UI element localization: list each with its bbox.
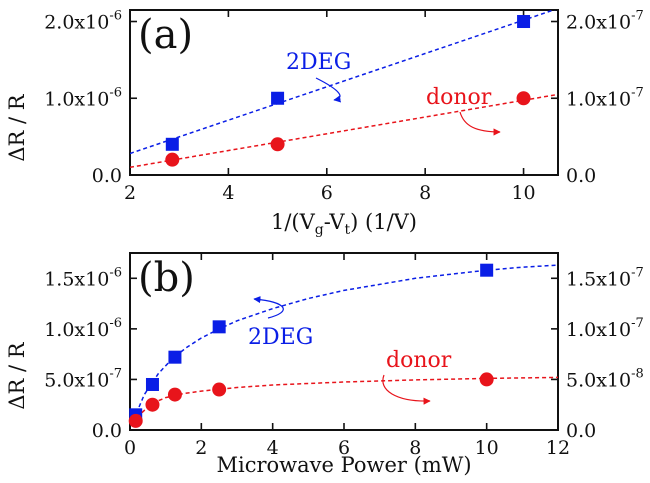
panel-label: (b) (138, 255, 195, 301)
series-arrow-donor (459, 111, 501, 136)
tick-mantissa: 0.0 (566, 165, 596, 187)
tick-mantissa: 5.0x10 (566, 369, 631, 391)
tick-mantissa: 0.0 (566, 420, 596, 442)
x-tick-label: 8 (419, 182, 431, 204)
data-point-donor (516, 91, 531, 106)
right-tick-label: 0.0 (566, 420, 596, 442)
tick-mantissa: 1.0x10 (566, 319, 631, 341)
panel-label: (a) (138, 12, 193, 58)
x-axis-label: Microwave Power (mW) (216, 453, 471, 477)
x-label-sub: g (315, 222, 324, 238)
data-point-2deg (212, 320, 226, 334)
tick-exponent: -7 (109, 366, 122, 381)
tick-exponent: -7 (631, 265, 644, 280)
left-tick-label: 0.0 (92, 420, 122, 442)
x-tick-label: 2 (124, 182, 136, 204)
right-tick-label: 2.0x10-7 (566, 9, 644, 34)
data-point-2deg (517, 15, 531, 29)
x-tick-label: 0 (124, 437, 136, 459)
tick-exponent: -8 (631, 366, 644, 381)
x-label-part: 1/(V (271, 210, 316, 234)
tick-mantissa: 2.0x10 (566, 12, 631, 34)
tick-exponent: -7 (631, 9, 644, 24)
right-tick-label: 1.5x10-7 (566, 265, 644, 290)
series-label-2deg: 2DEG (286, 50, 351, 75)
left-tick-label: 0.0 (92, 165, 122, 187)
data-point-donor (212, 382, 227, 397)
right-tick-label: 1.0x10-7 (566, 85, 644, 110)
tick-exponent: -7 (631, 316, 644, 331)
x-tick-label: 2 (195, 437, 207, 459)
tick-exponent: -6 (109, 316, 122, 331)
fit-line-donor (130, 93, 558, 169)
data-point-donor (167, 387, 182, 402)
tick-mantissa: 1.5x10 (44, 268, 109, 290)
x-tick-label: 12 (546, 437, 570, 459)
data-point-donor (165, 152, 180, 167)
x-tick-label: 10 (511, 182, 535, 204)
x-tick-label: 6 (338, 437, 350, 459)
data-point-donor (270, 137, 285, 152)
x-tick-label: 4 (267, 437, 279, 459)
left-tick-label: 1.5x10-6 (44, 265, 122, 290)
data-point-donor (479, 372, 494, 387)
data-point-2deg (480, 263, 494, 277)
left-tick-label: 2.0x10-6 (44, 9, 122, 34)
panel-b: 0 2 4 6 8 10 120.05.0x10-71.0x10-61.5x10-60.05… (5, 252, 644, 477)
tick-mantissa: 0.0 (92, 165, 122, 187)
series-label-donor: donor (426, 85, 492, 110)
x-label-sub: t (345, 222, 351, 238)
tick-exponent: -6 (109, 85, 122, 100)
x-axis-label: 1/(Vg-Vt) (1/V) (271, 210, 417, 238)
x-tick-label: 6 (321, 182, 333, 204)
series-arrow-2deg (315, 77, 341, 103)
left-tick-label: 5.0x10-7 (44, 366, 122, 391)
panel-a: 2 4 6 8 100.01.0x10-62.0x10-60.01.0x10-72.0x… (5, 9, 644, 238)
fit-line-2deg (130, 10, 556, 155)
series-arrow-2deg (253, 295, 284, 319)
series-label-donor: donor (386, 348, 452, 373)
plot-frame (129, 9, 559, 176)
x-tick-label: 8 (409, 437, 421, 459)
tick-exponent: -6 (109, 9, 122, 24)
tick-mantissa: 0.0 (92, 420, 122, 442)
right-tick-label: 0.0 (566, 165, 596, 187)
data-point-2deg (165, 137, 179, 151)
left-tick-label: 1.0x10-6 (44, 85, 122, 110)
tick-exponent: -6 (109, 265, 122, 280)
data-point-donor (145, 397, 160, 412)
y-axis-label: ΔR / R (5, 93, 29, 161)
right-tick-label: 5.0x10-8 (566, 366, 644, 391)
x-tick-label: 10 (475, 437, 499, 459)
tick-mantissa: 1.0x10 (44, 319, 109, 341)
left-tick-label: 1.0x10-6 (44, 316, 122, 341)
tick-mantissa: 5.0x10 (44, 369, 109, 391)
x-label-part: ) (1/V) (350, 210, 417, 234)
tick-mantissa: 1.0x10 (44, 88, 109, 110)
y-axis-label: ΔR / R (5, 341, 29, 409)
data-point-donor (128, 413, 143, 428)
tick-mantissa: 1.5x10 (566, 268, 631, 290)
right-tick-label: 1.0x10-7 (566, 316, 644, 341)
tick-mantissa: 1.0x10 (566, 88, 631, 110)
fit-line-donor (132, 376, 558, 425)
data-point-2deg (145, 377, 159, 391)
x-label-part: -V (324, 210, 346, 234)
data-point-2deg (271, 91, 285, 105)
fit-line-2deg (132, 264, 558, 421)
series-arrow-donor (382, 374, 431, 405)
x-tick-label: 4 (222, 182, 234, 204)
tick-exponent: -7 (631, 85, 644, 100)
series-label-2deg: 2DEG (248, 325, 313, 350)
data-point-2deg (168, 350, 182, 364)
tick-mantissa: 2.0x10 (44, 12, 109, 34)
